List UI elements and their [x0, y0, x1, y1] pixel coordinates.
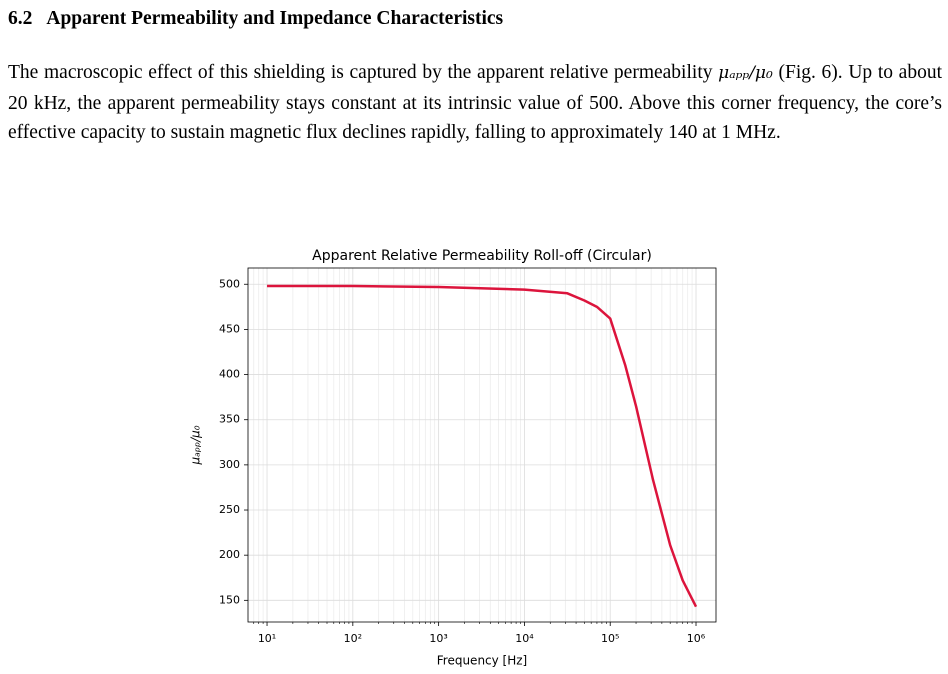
- x-tick-label: 10⁵: [601, 632, 619, 645]
- y-tick-label: 500: [219, 277, 240, 290]
- x-tick-label: 10³: [429, 632, 447, 645]
- x-axis-label: Frequency [Hz]: [437, 654, 528, 668]
- y-tick-label: 400: [219, 368, 240, 381]
- x-tick-label: 10⁶: [687, 632, 706, 645]
- section-heading: 6.2 Apparent Permeability and Impedance C…: [8, 8, 503, 30]
- y-tick-label: 300: [219, 458, 240, 471]
- y-tick-label: 150: [219, 593, 240, 606]
- chart-title: Apparent Relative Permeability Roll-off …: [312, 248, 652, 264]
- math: μₐₚₚ/μ₀: [718, 63, 773, 83]
- text: The macroscopic effect of this shielding…: [8, 62, 713, 83]
- x-tick-label: 10¹: [258, 632, 276, 645]
- y-tick-label: 200: [219, 548, 240, 561]
- plot-frame: [247, 267, 717, 623]
- x-tick-label: 10²: [344, 632, 362, 645]
- y-axis-label: μₐₚₚ/μ₀: [189, 425, 203, 465]
- text: (Fig. 6). Up to about 20 kHz, the appare…: [8, 62, 943, 143]
- section-number: 6.2: [8, 8, 33, 29]
- paragraph: The macroscopic effect of this shielding…: [8, 58, 942, 148]
- section-title: Apparent Permeability and Impedance Char…: [46, 8, 504, 29]
- y-tick-label: 450: [219, 322, 240, 335]
- x-tick-label: 10⁴: [515, 632, 534, 645]
- y-tick-label: 350: [219, 413, 240, 426]
- data-line: [267, 284, 698, 608]
- y-tick-label: 250: [219, 503, 240, 516]
